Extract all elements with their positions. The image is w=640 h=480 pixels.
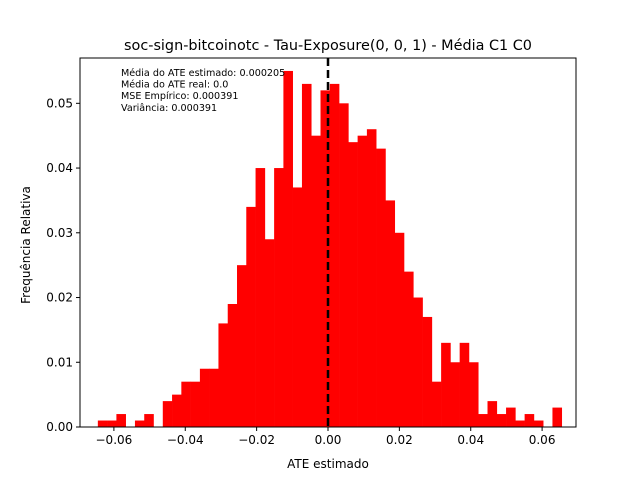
- histogram-bar: [246, 206, 256, 427]
- histogram-bar: [144, 414, 154, 427]
- histogram-bar: [134, 420, 145, 427]
- annotation-line: Variância: 0.000391: [121, 102, 217, 114]
- histogram-bar: [413, 297, 423, 427]
- y-tick-label: 0.04: [46, 161, 73, 175]
- histogram-bar: [218, 323, 229, 427]
- histogram-bar: [404, 271, 414, 427]
- histogram-bar: [339, 103, 349, 427]
- histogram-bar: [116, 414, 126, 427]
- y-tick-label: 0.01: [46, 355, 73, 369]
- histogram-bar: [172, 394, 182, 427]
- histogram-bar: [274, 168, 284, 428]
- histogram-bars: [97, 70, 563, 428]
- x-tick-label: 0.00: [315, 433, 342, 447]
- histogram-bar: [468, 362, 479, 427]
- histogram-bar: [385, 200, 396, 427]
- histogram-bar: [264, 239, 275, 427]
- histogram-bar: [376, 148, 386, 427]
- x-tick-label: 0.02: [386, 433, 413, 447]
- y-tick-label: 0.02: [46, 291, 73, 305]
- histogram-bar: [348, 142, 358, 427]
- histogram-bar: [209, 368, 219, 427]
- y-tick-label: 0.00: [46, 420, 73, 434]
- histogram-bar: [552, 407, 563, 427]
- histogram-bar: [441, 342, 451, 427]
- histogram-bar: [524, 414, 535, 427]
- histogram-bar: [181, 381, 191, 427]
- annotation-line: Média do ATE real: 0.0: [121, 79, 228, 91]
- x-tick-label: −0.04: [167, 433, 204, 447]
- histogram-bar: [97, 420, 108, 427]
- x-tick-label: −0.06: [96, 433, 133, 447]
- histogram-bar: [199, 368, 210, 427]
- histogram-bar: [450, 362, 460, 427]
- histogram-bar: [478, 414, 488, 427]
- x-axis-label: ATE estimado: [287, 457, 369, 471]
- histogram-bar: [357, 135, 368, 427]
- histogram-bar: [255, 168, 266, 428]
- histogram-bar: [190, 381, 201, 427]
- histogram-bar: [301, 83, 312, 427]
- x-tick-label: 0.04: [457, 433, 484, 447]
- histogram-bar: [320, 90, 331, 428]
- y-tick-label: 0.05: [46, 96, 73, 110]
- histogram-bar: [496, 414, 507, 427]
- histogram-bar: [107, 420, 117, 427]
- histogram-bar: [487, 401, 498, 427]
- annotation-line: Média do ATE estimado: 0.000205: [121, 67, 285, 79]
- histogram-bar: [422, 316, 433, 427]
- x-tick-label: −0.02: [238, 433, 275, 447]
- histogram-bar: [394, 232, 405, 427]
- y-axis-label: Frequência Relativa: [19, 186, 33, 304]
- histogram-bar: [311, 135, 321, 427]
- histogram-bar: [459, 342, 470, 427]
- annotation-line: MSE Empírico: 0.000391: [121, 90, 238, 102]
- histogram-bar: [533, 420, 544, 427]
- histogram-bar: [329, 83, 340, 427]
- histogram-bar: [431, 381, 442, 427]
- histogram-bar: [366, 129, 377, 427]
- x-tick-label: 0.06: [529, 433, 556, 447]
- chart-title: soc-sign-bitcoinotc - Tau-Exposure(0, 0,…: [124, 38, 532, 54]
- histogram-bar: [283, 70, 293, 427]
- histogram-bar: [227, 304, 238, 427]
- y-tick-label: 0.03: [46, 226, 73, 240]
- histogram-bar: [506, 407, 516, 427]
- histogram-bar: [292, 187, 303, 427]
- histogram-bar: [237, 265, 247, 427]
- ticks-group: −0.06 −0.04 −0.02 0.00 0.02 0.04 0.06 0.00 0.01 0…: [46, 96, 555, 447]
- histogram-bar: [162, 401, 173, 427]
- histogram-bar: [515, 420, 525, 427]
